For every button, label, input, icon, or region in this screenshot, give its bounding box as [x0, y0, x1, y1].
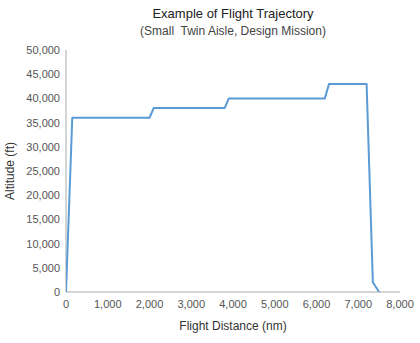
y-tick-label: 30,000: [26, 141, 60, 153]
y-tick-label: 10,000: [26, 238, 60, 250]
x-tick-label: 3,000: [177, 298, 205, 310]
chart: Example of Flight Trajectory (Small Twin …: [0, 0, 420, 343]
y-tick-label: 35,000: [26, 117, 60, 129]
x-tick-label: 6,000: [303, 298, 331, 310]
y-tick-label: 50,000: [26, 44, 60, 56]
y-tick-label: 5,000: [32, 262, 60, 274]
plot-area: [66, 84, 379, 292]
x-axis-line: [66, 292, 400, 293]
y-tick-label: 20,000: [26, 189, 60, 201]
y-tick-label: 45,000: [26, 68, 60, 80]
x-tick-label: 1,000: [94, 298, 122, 310]
subtitle: (Small Twin Aisle, Design Mission): [140, 24, 326, 38]
y-axis-label: Altitude (ft): [3, 142, 17, 200]
x-tick-label: 5,000: [261, 298, 289, 310]
x-tick-label: 7,000: [344, 298, 372, 310]
title: Example of Flight Trajectory: [152, 6, 314, 21]
y-tick-label: 40,000: [26, 92, 60, 104]
x-tick-label: 2,000: [136, 298, 164, 310]
x-axis-label: Flight Distance (nm): [179, 319, 286, 333]
y-tick-label: 25,000: [26, 165, 60, 177]
x-tick-label: 4,000: [219, 298, 247, 310]
y-tick-label: 0: [54, 286, 60, 298]
trajectory-line: [66, 84, 379, 292]
x-tick-label: 8,000: [386, 298, 414, 310]
y-tick-label: 15,000: [26, 213, 60, 225]
x-tick-label: 0: [63, 298, 69, 310]
